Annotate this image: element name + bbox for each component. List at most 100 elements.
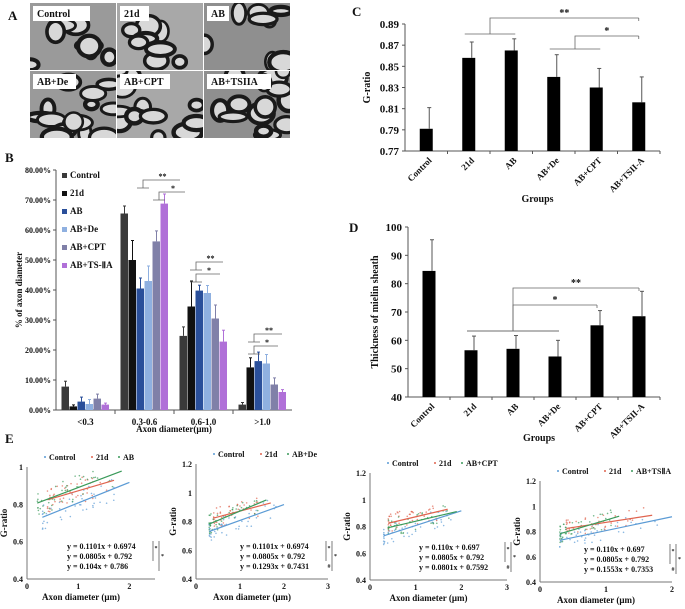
- scatter-point: [387, 519, 390, 521]
- legend-label: AB+De: [70, 224, 98, 234]
- bar-AB+CPT-0.6-1.0: [211, 318, 219, 410]
- scatter-point: [92, 470, 94, 473]
- axon: [30, 57, 41, 70]
- axon: [99, 101, 116, 117]
- bar-AB+CPT: [590, 325, 604, 397]
- fit-line-AB+TSⅡA: [559, 515, 620, 535]
- scatter-point: [64, 510, 67, 512]
- y-tick-label: 0.8: [182, 518, 192, 527]
- scatter-point: [208, 528, 211, 531]
- scatter-point: [74, 475, 76, 477]
- scatter-point: [626, 520, 629, 522]
- scatter-point: [220, 516, 223, 519]
- y-tick-label: 0.00%: [29, 406, 51, 415]
- scatter-point: [567, 519, 569, 521]
- y-tick-label: 70.00%: [25, 196, 51, 205]
- scatter-point: [210, 513, 212, 515]
- scatter-point: [383, 537, 385, 540]
- scatter-point: [51, 509, 53, 511]
- significance-bracket: [248, 345, 278, 355]
- y-tick-label: 0.79: [380, 125, 400, 137]
- scatter-point: [601, 513, 604, 516]
- bar-AB+CPT-0.3-0.6: [152, 241, 160, 410]
- significance-bracket: [153, 191, 185, 201]
- scatter-point: [69, 515, 72, 518]
- scatter-point: [398, 510, 401, 513]
- scatter-point: [262, 502, 265, 504]
- y-tick-label: 0.8: [526, 528, 536, 537]
- scatter-point: [604, 517, 607, 520]
- scatter-point: [92, 504, 94, 507]
- scatter-point: [39, 507, 42, 510]
- fit-line-21d: [47, 479, 115, 501]
- y-axis-label: % of axon diameter: [14, 252, 24, 328]
- bar-Control-0.6-1.0: [179, 335, 187, 410]
- scatter-point: [387, 531, 390, 534]
- significance-marker: *: [265, 338, 269, 347]
- scatter-point: [210, 531, 213, 534]
- axon: [45, 19, 67, 45]
- scatter-point: [414, 522, 417, 525]
- scatter-point: [411, 510, 414, 513]
- micrograph-label: AB+De: [37, 77, 69, 88]
- micrograph-4: AB+CPT: [117, 71, 203, 138]
- axon: [75, 33, 103, 59]
- scatter-point: [264, 505, 266, 507]
- bar-Control-0.3-0.6: [120, 213, 128, 410]
- x-axis-label: Axon diameter (μm): [557, 595, 635, 605]
- scatter-point: [215, 521, 218, 524]
- x-tick-label: <0.3: [77, 417, 94, 427]
- scatter-point: [591, 541, 593, 544]
- x-axis-label: Axon diameter (μm): [390, 593, 468, 603]
- scatter-point: [105, 502, 108, 505]
- scatter-point: [100, 485, 102, 487]
- bar-AB+De->1.0: [262, 363, 270, 410]
- x-axis-label: Axon diameter(μm): [136, 424, 212, 434]
- scatter-point: [49, 494, 51, 497]
- scatter-point: [82, 509, 84, 511]
- scatter-point: [113, 486, 115, 489]
- scatter-point: [70, 482, 72, 485]
- y-tick-label: 1.2: [526, 477, 536, 486]
- legend-marker: [631, 470, 633, 472]
- scatter-point: [243, 504, 245, 506]
- axon: [268, 4, 290, 18]
- scatter-point: [213, 536, 215, 538]
- significance-marker: *: [513, 555, 516, 561]
- significance-marker: **: [159, 172, 167, 181]
- scatter-point: [48, 507, 51, 510]
- scatter-point: [411, 519, 414, 522]
- x-tick-label: 0.3-0.6: [132, 417, 158, 427]
- micrograph-2: AB: [204, 3, 290, 70]
- legend-marker: [260, 453, 262, 455]
- legend-swatch: [62, 245, 67, 250]
- significance-bracket: [549, 35, 639, 50]
- scatter-point: [432, 522, 435, 525]
- legend-label: AB+De: [292, 450, 317, 459]
- scatter-point: [386, 542, 389, 544]
- scatter-point: [80, 494, 82, 497]
- y-tick-label: 0.8: [13, 500, 23, 509]
- scatter-point: [209, 514, 211, 517]
- micrograph-label-box: [120, 74, 170, 89]
- bar-AB+TSII-A: [632, 316, 646, 397]
- scatter-point: [256, 501, 259, 503]
- scatter-point: [589, 528, 592, 530]
- micrograph-5: AB+TSIIA: [204, 71, 290, 138]
- scatter-point: [212, 518, 214, 520]
- scatter-point: [62, 497, 65, 499]
- scatter-point: [416, 518, 419, 521]
- scatter-point: [94, 497, 97, 499]
- scatter-point: [36, 507, 39, 509]
- scatter-point: [79, 504, 82, 506]
- micrograph-0: Control: [30, 3, 116, 70]
- scatter-point: [216, 526, 218, 528]
- scatter-point: [229, 510, 232, 512]
- legend-label: Control: [392, 459, 419, 468]
- scatter-point: [61, 485, 64, 487]
- scatter-point: [113, 493, 115, 496]
- scatter-point: [599, 539, 602, 542]
- fit-equation: y = 0.0805x + 0.792: [419, 553, 484, 562]
- scatter-point: [599, 513, 602, 516]
- scatter-point: [44, 527, 47, 530]
